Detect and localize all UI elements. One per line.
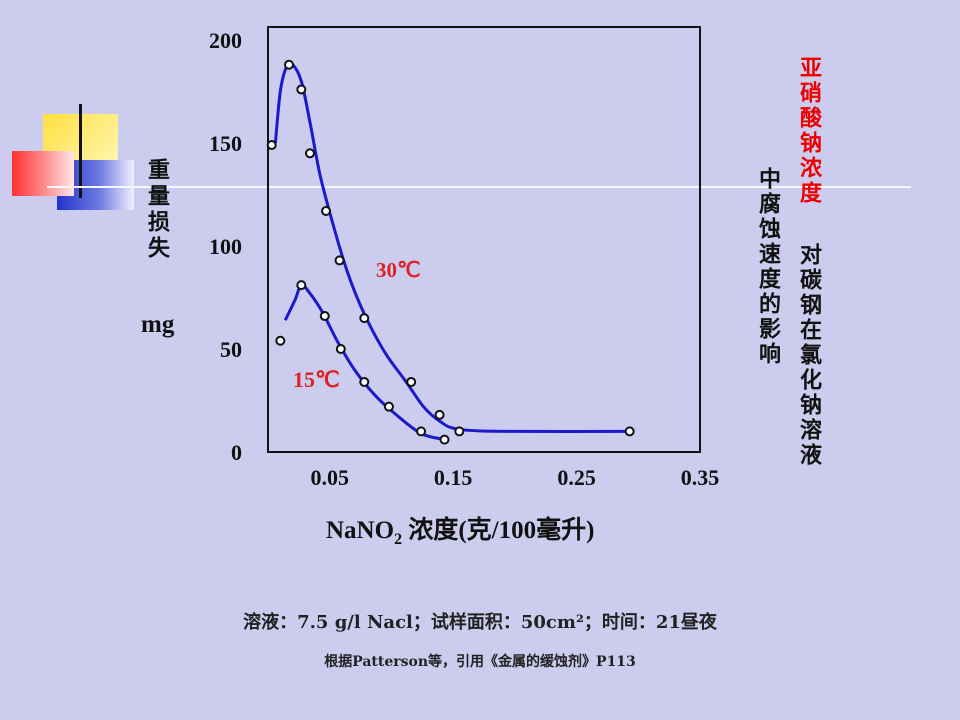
data-point <box>359 313 370 324</box>
x-tick-label: 0.35 <box>681 465 720 490</box>
data-point <box>321 205 332 216</box>
data-point <box>275 335 286 346</box>
x-axis-label-prefix: NaNO <box>326 517 395 544</box>
chart-title-black: 对碳钢在氯化钠溶液 <box>796 243 822 468</box>
data-point <box>439 434 450 445</box>
data-point <box>454 426 465 437</box>
x-axis-label-suffix: 浓度(克/100毫升) <box>402 517 595 544</box>
y-tick-label: 50 <box>220 337 242 362</box>
data-point <box>296 84 307 95</box>
data-point <box>335 344 346 354</box>
x-axis-label-subscript: 2 <box>394 531 403 548</box>
y-tick-label: 150 <box>209 131 242 156</box>
y-tick-label: 200 <box>209 28 242 53</box>
data-point <box>624 426 635 437</box>
data-point <box>434 409 445 420</box>
x-axis-label: NaNO2 浓度(克/100毫升) <box>326 510 594 549</box>
decor-vertical-line <box>79 104 82 198</box>
series-label-15c: 15℃ <box>293 367 340 392</box>
data-point <box>266 140 277 151</box>
plot-frame <box>267 26 701 453</box>
data-point <box>359 376 370 387</box>
x-tick-label: 0.05 <box>310 465 349 490</box>
y-tick-label: 0 <box>231 440 242 465</box>
footnote-source: 根据Patterson等，引用《金属的缓蚀剂》P113 <box>324 654 636 670</box>
series-layer <box>266 59 635 445</box>
y-axis-unit: mg <box>141 311 175 338</box>
x-tick-labels: 0.05 0.15 0.25 0.35 <box>310 465 719 490</box>
decor-red-square <box>12 151 74 196</box>
series-line-1 <box>283 283 445 442</box>
x-tick-label: 0.25 <box>557 465 596 490</box>
chart-title-second-column: 中腐蚀速度的影响 <box>755 167 781 367</box>
y-tick-label: 100 <box>209 234 242 259</box>
data-point <box>383 401 394 412</box>
data-point <box>334 255 345 266</box>
data-point <box>283 59 294 70</box>
series-label-30c: 30℃ <box>376 258 421 282</box>
data-point <box>296 280 307 291</box>
data-point <box>304 148 315 159</box>
data-point <box>416 426 427 437</box>
decor-horizontal-line <box>47 186 911 188</box>
y-tick-labels: 200 150 100 50 0 <box>209 28 242 465</box>
data-point <box>319 311 330 322</box>
chart-title-red: 亚硝酸钠浓度 <box>796 56 822 206</box>
footnote-conditions: 溶液：7.5 g/l Nacl；试样面积：50cm²；时间：21昼夜 <box>243 612 717 633</box>
data-point <box>406 376 417 387</box>
x-tick-label: 0.15 <box>434 465 473 490</box>
y-axis-label: 重量损失 <box>144 158 170 262</box>
